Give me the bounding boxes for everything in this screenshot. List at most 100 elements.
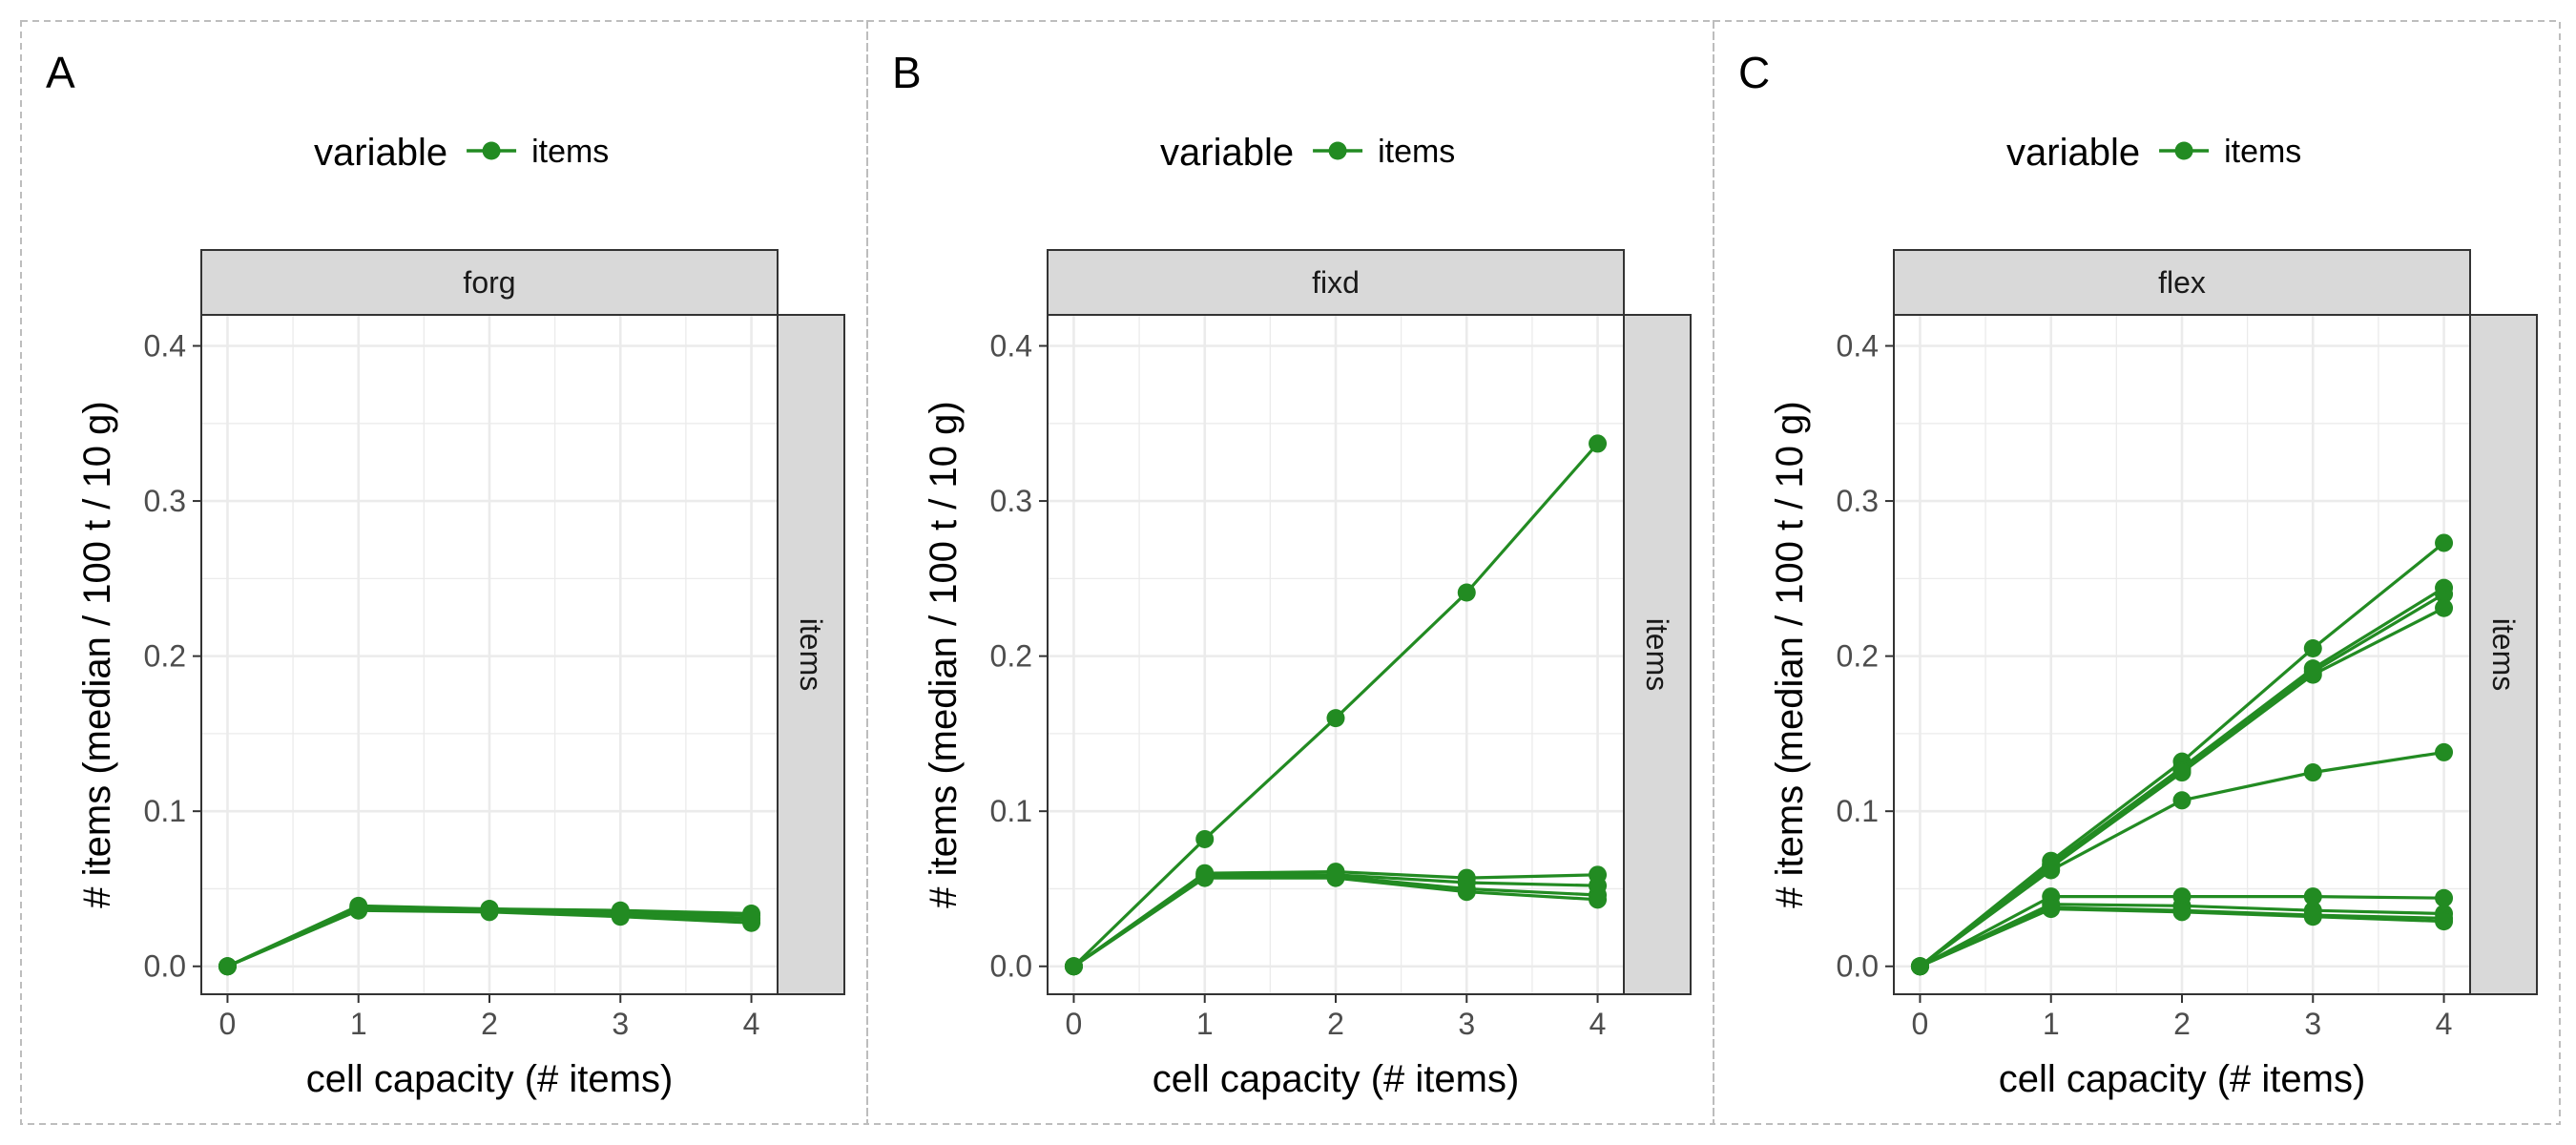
- data-point: [2303, 763, 2322, 782]
- y-tick-label: 0.3: [990, 484, 1032, 518]
- data-point: [1326, 868, 1345, 887]
- y-tick-label: 0.2: [990, 639, 1032, 674]
- data-point: [1589, 434, 1608, 453]
- x-tick-label: 4: [743, 1007, 760, 1041]
- data-point: [349, 900, 368, 919]
- data-point: [1195, 829, 1215, 848]
- legend: variable items: [314, 132, 609, 174]
- data-point: [742, 910, 761, 929]
- x-tick-label: 3: [2304, 1007, 2321, 1041]
- legend-label: items: [1378, 134, 1455, 170]
- x-tick-label: 0: [1066, 1007, 1083, 1041]
- data-point: [2303, 907, 2322, 926]
- gridlines: [201, 315, 778, 994]
- series-layer: [218, 896, 761, 976]
- panel-border: [1713, 20, 2561, 1125]
- facet-row-strip: [777, 314, 845, 995]
- series-layer: [1064, 434, 1608, 976]
- y-tick-label: 0.0: [990, 949, 1032, 984]
- facet-strip-label: fixd: [1312, 265, 1360, 300]
- legend-key-marker: [2174, 141, 2193, 160]
- y-tick-label: 0.4: [144, 329, 186, 364]
- y-axis-title: # items (median / 100 t / 10 g): [76, 401, 118, 907]
- panel-letter: B: [892, 48, 922, 97]
- facet-row-strip: [2469, 314, 2538, 995]
- x-tick-label: 4: [2436, 1007, 2453, 1041]
- legend-key-marker: [482, 141, 501, 160]
- data-point: [2435, 912, 2454, 931]
- data-point: [1064, 957, 1083, 976]
- x-tick-label: 2: [481, 1007, 498, 1041]
- x-tick-label: 2: [1327, 1007, 1344, 1041]
- series-layer: [1910, 533, 2454, 976]
- data-point: [2435, 742, 2454, 761]
- legend-title: variable: [1160, 132, 1294, 174]
- data-point: [1195, 868, 1215, 887]
- data-point: [218, 957, 237, 976]
- data-point: [611, 906, 630, 925]
- facet-strip-label: flex: [2158, 265, 2206, 300]
- panel-letter: A: [46, 48, 75, 97]
- legend-title: variable: [314, 132, 447, 174]
- x-axis-title: cell capacity (# items): [1999, 1058, 2366, 1100]
- x-tick-label: 1: [350, 1007, 367, 1041]
- data-point: [2042, 900, 2061, 919]
- y-axis-title: # items (median / 100 t / 10 g): [923, 401, 965, 907]
- x-tick-label: 1: [2043, 1007, 2060, 1041]
- facet-strip: [200, 249, 779, 316]
- x-tick-label: 1: [1196, 1007, 1214, 1041]
- data-point: [2435, 888, 2454, 907]
- data-point: [2172, 791, 2192, 810]
- y-tick-label: 0.1: [990, 794, 1032, 828]
- y-tick-label: 0.4: [1837, 329, 1879, 364]
- facet-strip: [1047, 249, 1625, 316]
- legend-label: items: [2224, 134, 2301, 170]
- data-point: [1589, 890, 1608, 909]
- y-tick-label: 0.3: [1837, 484, 1879, 518]
- y-tick-label: 0.0: [1837, 949, 1879, 984]
- x-axis-title: cell capacity (# items): [306, 1058, 674, 1100]
- facet-strip: [1893, 249, 2471, 316]
- legend-key-marker: [1328, 141, 1347, 160]
- data-point: [2303, 665, 2322, 684]
- y-tick-label: 0.0: [144, 949, 186, 984]
- y-tick-label: 0.3: [144, 484, 186, 518]
- x-tick-label: 2: [2173, 1007, 2191, 1041]
- x-tick-label: 3: [1458, 1007, 1475, 1041]
- legend: variable items: [2006, 132, 2301, 174]
- facet-strip-label: forg: [463, 265, 515, 300]
- data-point: [2042, 861, 2061, 880]
- data-point: [1457, 883, 1476, 902]
- axis-ticks: 0.0 0.1 0.2 0.3 0.4 0 1 2 3 4: [144, 329, 760, 1041]
- y-tick-label: 0.4: [990, 329, 1032, 364]
- legend-label: items: [531, 134, 609, 170]
- data-point: [2303, 887, 2322, 906]
- data-point: [2435, 585, 2454, 604]
- axis-ticks: 0.0 0.1 0.2 0.3 0.4 0 1 2 3 4: [990, 329, 1607, 1041]
- axis-ticks: 0.0 0.1 0.2 0.3 0.4 0 1 2 3 4: [1837, 329, 2453, 1041]
- legend-title: variable: [2006, 132, 2140, 174]
- data-point: [2303, 638, 2322, 657]
- facet-row-strip: [1623, 314, 1692, 995]
- panel-letter: C: [1738, 48, 1770, 97]
- data-point: [480, 901, 499, 920]
- y-axis-title: # items (median / 100 t / 10 g): [1769, 401, 1811, 907]
- x-tick-label: 3: [612, 1007, 629, 1041]
- facet-row-strip-label: items: [2486, 618, 2521, 691]
- x-tick-label: 4: [1589, 1007, 1607, 1041]
- y-tick-label: 0.2: [144, 639, 186, 674]
- data-point: [2435, 598, 2454, 617]
- data-point: [1910, 957, 1929, 976]
- x-axis-title: cell capacity (# items): [1153, 1058, 1520, 1100]
- legend: variable items: [1160, 132, 1455, 174]
- x-tick-label: 0: [219, 1007, 237, 1041]
- data-point: [2172, 903, 2192, 922]
- facet-row-strip-label: items: [794, 618, 828, 691]
- data-point: [1326, 709, 1345, 728]
- y-tick-label: 0.2: [1837, 639, 1879, 674]
- x-tick-label: 0: [1912, 1007, 1929, 1041]
